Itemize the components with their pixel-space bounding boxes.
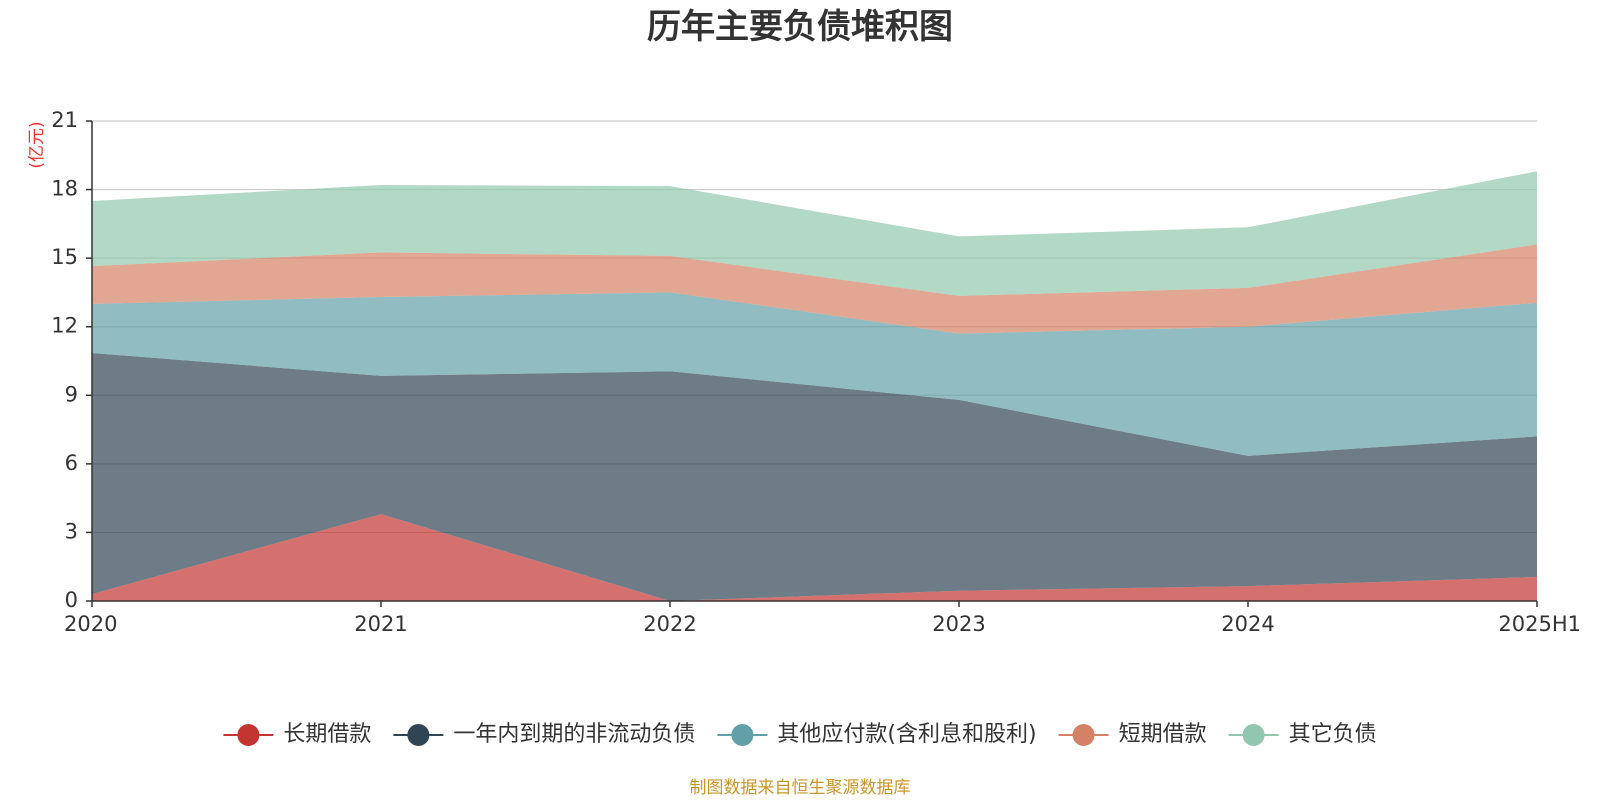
legend-circle-icon xyxy=(237,724,260,746)
legend-label: 其他应付款(含利息和股利) xyxy=(777,722,1036,747)
legend[interactable]: 长期借款 一年内到期的非流动负债 其他应付款(含利息和股利) 短期借款 其它负债 xyxy=(223,722,1377,747)
y-tick-label: 0 xyxy=(65,588,78,612)
x-tick-label: 2022 xyxy=(643,612,696,636)
area-series-0[interactable] xyxy=(92,514,1537,601)
legend-item-4[interactable]: 其它负债 xyxy=(1228,722,1377,747)
chart-title: 历年主要负债堆积图 xyxy=(647,7,953,47)
y-tick-label: 21 xyxy=(51,108,78,132)
y-tick-label: 18 xyxy=(51,177,78,201)
legend-item-2[interactable]: 其他应付款(含利息和股利) xyxy=(717,722,1037,747)
x-tick-label: 2025H1 xyxy=(1498,612,1581,636)
legend-item-1[interactable]: 一年内到期的非流动负债 xyxy=(393,722,695,747)
area-series-1[interactable] xyxy=(92,353,1537,601)
y-tick-label: 3 xyxy=(65,519,78,543)
axes: 0 3 6 9 12 15 18 21 2020 2021 2022 2023 2024 2025H1 xyxy=(51,108,1581,636)
legend-label: 一年内到期的非流动负债 xyxy=(453,722,695,747)
legend-label: 其它负债 xyxy=(1289,722,1377,747)
legend-circle-icon xyxy=(1242,724,1265,746)
y-tick-label: 9 xyxy=(65,382,78,406)
x-tick-label: 2020 xyxy=(64,612,117,636)
x-tick-label: 2021 xyxy=(354,612,407,636)
y-tick-label: 15 xyxy=(51,245,78,269)
legend-circle-icon xyxy=(1072,724,1095,746)
source-note: 制图数据来自恒生聚源数据库 xyxy=(690,778,911,798)
x-tick-label: 2023 xyxy=(932,612,985,636)
x-tick-label: 2024 xyxy=(1221,612,1274,636)
legend-label: 短期借款 xyxy=(1119,722,1207,747)
y-tick-label: 6 xyxy=(65,451,78,475)
legend-item-0[interactable]: 长期借款 xyxy=(223,722,371,747)
area-series-4[interactable] xyxy=(92,171,1537,296)
area-series-2[interactable] xyxy=(92,292,1537,456)
area-series-layer xyxy=(92,171,1537,601)
legend-item-3[interactable]: 短期借款 xyxy=(1058,722,1207,747)
legend-circle-icon xyxy=(731,724,754,746)
y-axis-unit-label: (亿元) xyxy=(27,121,47,168)
legend-label: 长期借款 xyxy=(283,722,371,747)
y-tick-label: 12 xyxy=(51,314,78,338)
area-series-3[interactable] xyxy=(92,244,1537,334)
legend-circle-icon xyxy=(407,724,430,746)
